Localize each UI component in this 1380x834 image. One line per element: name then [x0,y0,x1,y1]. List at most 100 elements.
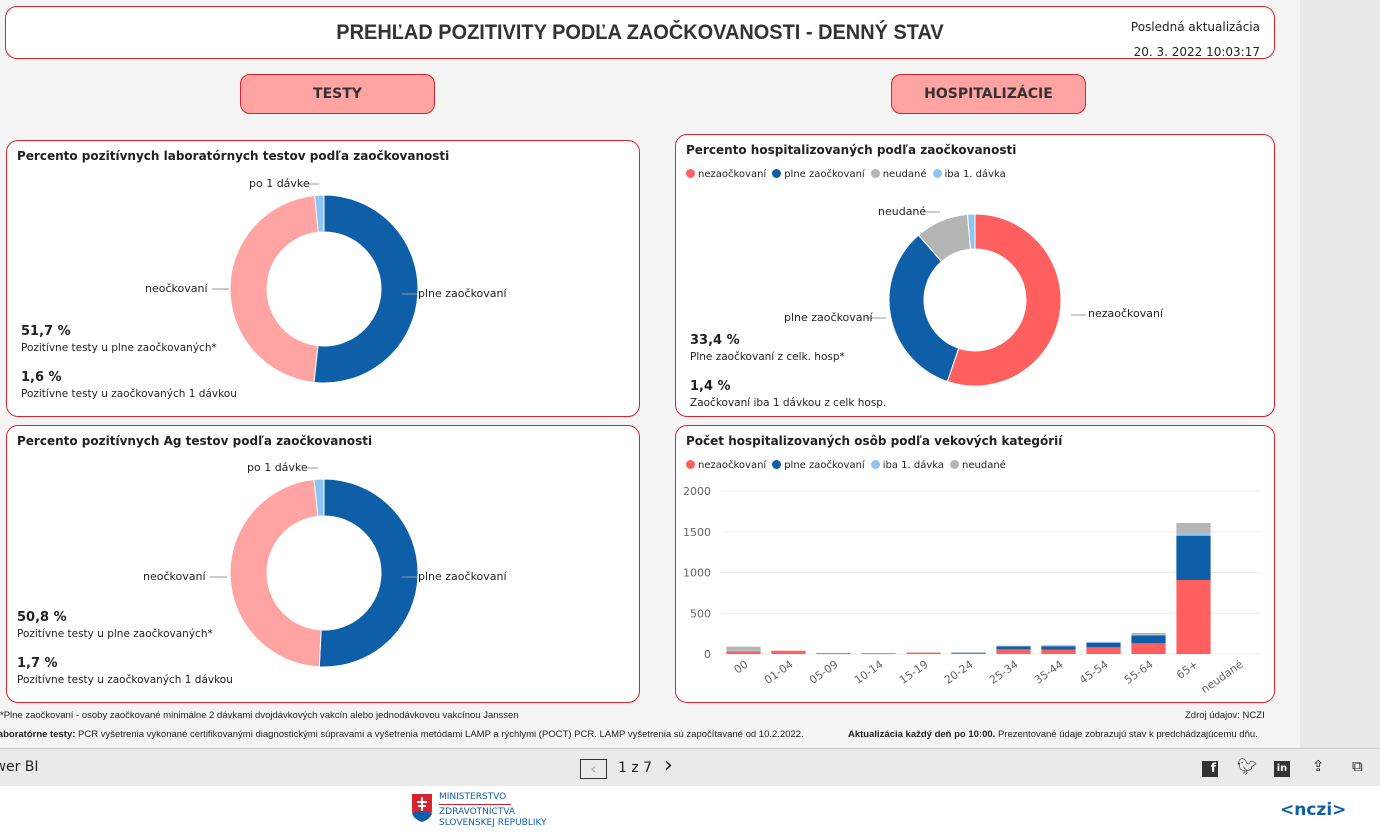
bar-segment[interactable] [1041,646,1076,650]
stat-value: 51,7 % [21,324,71,339]
x-tick-label: 55-64 [1122,658,1156,687]
bar-segment[interactable] [1131,634,1166,636]
prev-page-button[interactable]: ‹ [580,759,607,779]
donut-slice-1[interactable] [229,478,322,668]
x-tick-label: 35-44 [1032,658,1066,687]
legend-dot-icon [870,169,880,178]
legend-item: nezaočkovaní [686,460,766,471]
bar-segment[interactable] [1176,523,1211,534]
tests-button[interactable]: TESTY [240,74,435,114]
bar-segment[interactable] [861,653,896,654]
bar-segment[interactable] [996,649,1031,654]
facebook-icon[interactable]: f [1202,761,1218,777]
x-tick-label: 15-19 [897,658,931,687]
x-tick-label: 65+ [1174,658,1200,682]
donut-chart [210,467,419,668]
nczi-logo: <nczi> [1280,800,1347,820]
x-tick-label: 20-24 [942,658,976,687]
legend-dot-icon [772,169,782,178]
hosp-age-card: Počet hospitalizovaných osôb podľa vekov… [675,425,1275,703]
donut-slice-3[interactable] [966,213,976,250]
twitter-icon[interactable]: 🐦︎ [1237,757,1258,776]
legend-item: neudané [950,460,1006,471]
y-tick-label: 1000 [683,567,711,580]
bar-segment[interactable] [1131,632,1166,635]
legend-item: iba 1. dávka [932,169,1006,180]
slice-label: nezaočkovaní [1088,307,1164,320]
page-title: PREHĽAD POZITIVITY PODĽA ZAOČKOVANOSTI -… [336,21,944,44]
donut-slice-0[interactable] [318,478,419,668]
powerbi-bottom-bar: Power BI ‹ 1 z 7 › f 🐦︎ in ⇪ ⧉ [0,748,1380,786]
bar-segment[interactable] [996,646,1031,650]
bar-segment[interactable] [1041,645,1076,646]
footer: MINISTERSTVO ZDRAVOTNÍCTVA SLOVENSKEJ RE… [0,786,1380,834]
stat-value: 1,7 % [17,656,58,671]
ministry-line-2: ZDRAVOTNÍCTVA [439,807,516,817]
bar-segment[interactable] [816,653,851,654]
donut-chart [866,211,1086,387]
bar-segment[interactable] [1176,533,1211,536]
bar-segment[interactable] [1131,643,1166,654]
donut-slice-0[interactable] [946,213,1062,387]
next-page-button[interactable]: › [664,753,673,778]
bar-segment[interactable] [1131,635,1166,644]
x-tick-label: 01-04 [762,658,796,687]
update-value: 20. 3. 2022 10:03:17 [1133,45,1260,59]
chart-title: Percento pozitívnych Ag testov podľa zao… [17,434,373,448]
donut-slice-2[interactable] [313,478,325,517]
lab-tests-text: PCR vyšetrenia vykonané certifikovanými … [75,729,804,740]
slice-label: po 1 dávke [247,461,308,474]
bar-segment[interactable] [951,652,986,654]
legend-dot-icon [686,460,695,469]
y-tick-label: 2000 [683,485,711,498]
slice-label: plne zaočkovaní [784,311,873,324]
donut-slice-0[interactable] [313,194,419,384]
x-tick-label: 05-09 [807,658,841,687]
legend-dot-icon [932,169,942,178]
bar-segment[interactable] [1086,642,1121,648]
legend-item: neudané [870,169,927,180]
bar-segment[interactable] [1086,647,1121,654]
x-tick-label: 45-54 [1077,658,1111,687]
update-bold: Aktualizácia každý deň po 10:00. [848,729,996,740]
linkedin-icon[interactable]: in [1274,761,1290,777]
legend-dot-icon [870,460,880,469]
donut-slice-1[interactable] [229,194,319,384]
legend-label: iba 1. dávka [944,169,1006,180]
bar-segment[interactable] [1041,649,1076,654]
bar-segment[interactable] [726,651,761,654]
bar-segment[interactable] [906,652,941,654]
y-tick-label: 500 [690,607,711,620]
legend-item: plne zaočkovaní [772,460,865,471]
chart-legend: nezaočkovaní plne zaočkovaní iba 1. dávka n… [686,460,1006,471]
footnote-lab-tests: Laboratórne testy: PCR vyšetrenia vykona… [0,729,804,740]
powerbi-brand[interactable]: Power BI [0,759,39,775]
stat-value: 33,4 % [690,333,740,348]
slice-label: plne zaočkovaní [418,287,507,300]
pcr-tests-card: Percento pozitívnych laboratórnych testo… [6,140,640,417]
donut-slice-2[interactable] [314,194,325,233]
fullscreen-icon[interactable]: ⧉ [1352,757,1363,775]
stat-value: 50,8 % [17,610,67,625]
update-label: Posledná aktualizácia [1130,20,1260,34]
hospitalization-button[interactable]: HOSPITALIZÁCIE [891,74,1086,114]
bar-segment[interactable] [726,646,761,651]
share-icon[interactable]: ⇪ [1312,757,1325,775]
chart-legend: nezaočkovaní plne zaočkovaní neudané iba 1.… [686,169,1006,180]
stacked-bar-chart: 0 500 1000 1500 2000 00 01-04 05-09 10-14 15-19 20… [683,485,1261,696]
legend-label: nezaočkovaní [698,460,767,471]
chart-title: Počet hospitalizovaných osôb podľa vekov… [686,434,1063,448]
bar-segment[interactable] [771,650,806,654]
legend-dot-icon [772,460,782,469]
donut-slice-1[interactable] [888,234,960,383]
stat-label: Pozitívne testy u zaočkovaných 1 dávkou [21,388,237,400]
ag-tests-card: Percento pozitívnych Ag testov podľa zao… [6,425,640,703]
side-strip [1300,0,1380,748]
x-tick-label: 10-14 [852,658,886,687]
slice-label: po 1 dávke [249,177,310,190]
slovak-coat-of-arms-logo [412,794,432,822]
bar-segment[interactable] [951,653,986,654]
bar-segment[interactable] [1176,579,1211,654]
ministry-line-1: MINISTERSTVO [439,792,511,805]
bar-segment[interactable] [1176,535,1211,580]
